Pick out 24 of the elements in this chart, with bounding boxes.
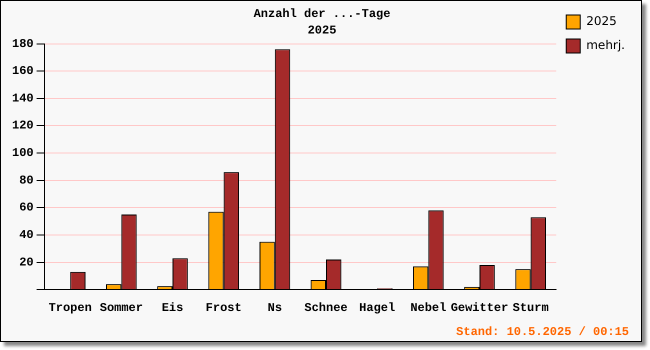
legend-label: 2025 bbox=[586, 14, 617, 28]
y-tick-label: 140 bbox=[12, 91, 34, 106]
x-tick-label: Sommer bbox=[100, 300, 143, 315]
y-tick-label: 160 bbox=[12, 64, 34, 78]
y-tick-label: 80 bbox=[19, 173, 34, 188]
legend-label: mehrj. bbox=[586, 38, 626, 52]
y-tick-label: 180 bbox=[12, 36, 34, 51]
y-tick-label: 120 bbox=[12, 118, 34, 133]
x-tick-label: Nebel bbox=[410, 300, 446, 315]
chart-title: Anzahl der ...-Tage bbox=[254, 7, 390, 22]
x-tick-label: Hagel bbox=[359, 300, 396, 315]
x-tick-label: Sturm bbox=[512, 300, 549, 315]
text: Stand: 10.5.2025 / 00:15 bbox=[456, 325, 629, 339]
y-tick-label: 100 bbox=[12, 146, 34, 160]
chart-subtitle: 2025 bbox=[308, 24, 336, 38]
x-tick-label: Ns bbox=[268, 300, 282, 315]
x-tick-label: Tropen bbox=[48, 300, 92, 315]
y-tick-label: 20 bbox=[19, 255, 34, 270]
y-tick-label: 60 bbox=[19, 200, 34, 215]
x-tick-label: Gewitter bbox=[450, 300, 508, 315]
x-tick-label: Frost bbox=[206, 300, 242, 315]
x-tick-label: Schnee bbox=[304, 300, 348, 315]
y-tick-label: 40 bbox=[19, 228, 34, 242]
x-tick-label: Eis bbox=[162, 300, 184, 315]
